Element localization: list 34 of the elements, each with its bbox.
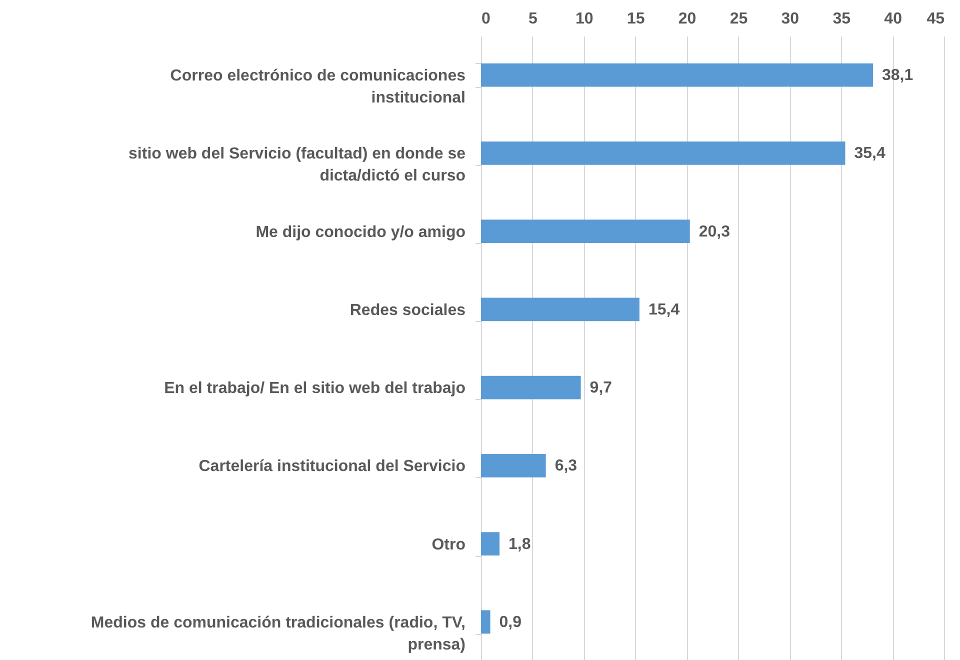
x-tick-label: 45: [926, 10, 945, 28]
y-tick-label: En el trabajo/ En el sitio web del trabajo: [164, 380, 466, 398]
bar: [481, 532, 500, 556]
x-tick-label: 5: [528, 10, 538, 28]
data-label: 20,3: [698, 223, 730, 240]
y-tick-label: Cartelería institucional del Servicio: [198, 458, 466, 476]
y-tick-label: Redes sociales: [350, 302, 466, 319]
data-label: 0,9: [499, 614, 522, 631]
y-tick-label: Medios de comunicación tradicionales (radio, TV, prensa): [90, 614, 466, 654]
x-tick-label: 15: [626, 10, 645, 28]
data-label: 6,3: [554, 458, 578, 475]
x-tick-label: 35: [832, 10, 851, 28]
data-label: 35,4: [854, 145, 886, 162]
bar: [481, 298, 640, 322]
x-tick-label: 20: [678, 10, 696, 28]
bar: [481, 141, 846, 165]
bar: [481, 610, 490, 634]
data-label: 9,7: [590, 380, 612, 397]
y-tick-label: Otro: [432, 536, 466, 554]
y-tick-label: Me dijo conocido y/o amigo: [256, 224, 466, 241]
bar: [481, 376, 581, 400]
data-label: 1,8: [508, 536, 531, 553]
x-tick-label: 30: [781, 10, 800, 28]
y-tick-label: Correo electrónico de comunicaciones institucional: [170, 68, 466, 107]
x-tick-label: 10: [575, 10, 594, 28]
y-tick-label: sitio web del Servicio (facultad) en donde se dicta/dictó el curso: [128, 146, 466, 185]
data-label: 38,1: [882, 67, 914, 84]
x-tick-label: 40: [884, 10, 902, 28]
data-label: 15,4: [648, 301, 680, 318]
bar: [481, 454, 546, 478]
bar: [481, 220, 690, 244]
x-tick-label: 25: [730, 10, 748, 28]
bar: [481, 63, 874, 87]
x-tick-label: 0: [482, 10, 490, 28]
